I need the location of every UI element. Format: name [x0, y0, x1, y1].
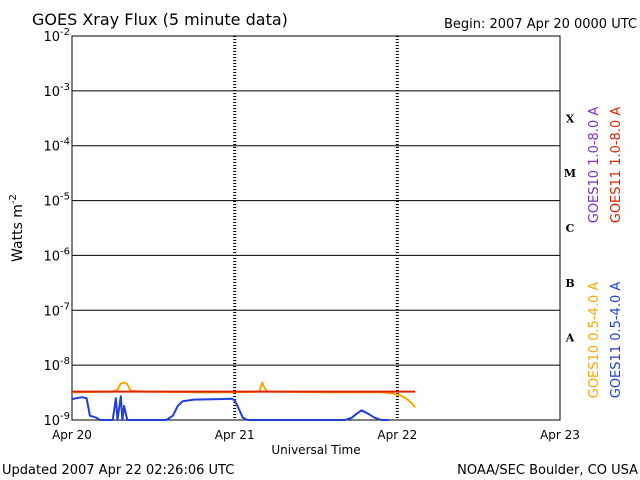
x-tick-label: Apr 21 — [215, 428, 255, 442]
y-axis-label: Watts m-2 — [8, 194, 26, 262]
x-axis-label: Universal Time — [271, 443, 360, 457]
begin-label: Begin: 2007 Apr 20 0000 UTC — [444, 17, 637, 32]
y-axis-label-text: Watts m — [10, 204, 26, 262]
series-lines — [71, 381, 416, 421]
legend-lower: GOES10 0.5-4.0 A GOES11 0.5-4.0 A — [587, 282, 624, 399]
y-tick-label: 10-8 — [43, 356, 70, 374]
source-credit: NOAA/SEC Boulder, CO USA — [457, 463, 638, 478]
legend-entry: GOES11 1.0-8.0 A — [609, 107, 624, 224]
y-tick-label: 10-3 — [43, 82, 70, 100]
y-tick-label: 10-5 — [43, 192, 70, 210]
legend-entry: GOES10 0.5-4.0 A — [587, 282, 602, 399]
y-tick-label: 10-7 — [43, 301, 70, 319]
flare-class-labels: X M C B A — [564, 112, 576, 344]
grid-lines — [72, 90, 560, 366]
day-divider-ticks — [233, 36, 399, 420]
x-tick-label: Apr 22 — [377, 428, 417, 442]
y-tick-label: 10-9 — [43, 411, 70, 429]
chart-title: GOES Xray Flux (5 minute data) — [32, 10, 288, 29]
flare-class-label: C — [566, 222, 575, 235]
x-axis-tick-labels: Apr 20 Apr 21 Apr 22 Apr 23 — [52, 428, 580, 442]
y-tick-label: 10-6 — [43, 246, 70, 264]
x-tick-label: Apr 20 — [52, 428, 92, 442]
y-tick-label: 10-4 — [43, 137, 70, 155]
legend-entry: GOES10 1.0-8.0 A — [587, 107, 602, 224]
svg-text:Watts m-2: Watts m-2 — [8, 194, 26, 262]
flare-class-label: B — [565, 277, 574, 290]
x-tick-label: Apr 23 — [540, 428, 580, 442]
legend-entry: GOES11 0.5-4.0 A — [609, 282, 624, 399]
plot-frame — [71, 35, 561, 421]
flare-class-label: A — [565, 332, 575, 345]
flare-class-label: M — [564, 167, 576, 180]
y-tick-label: 10-2 — [43, 27, 70, 45]
series-line — [71, 395, 390, 421]
series-line — [71, 381, 416, 409]
y-axis-tick-labels: 10-2 10-3 10-4 10-5 10-6 10-7 10-8 10-9 — [43, 27, 70, 429]
y-axis-label-exponent: -2 — [8, 194, 19, 204]
flare-class-label: X — [566, 112, 575, 125]
updated-timestamp: Updated 2007 Apr 22 02:26:06 UTC — [2, 463, 234, 478]
legend-upper: GOES10 1.0-8.0 A GOES11 1.0-8.0 A — [587, 107, 624, 224]
